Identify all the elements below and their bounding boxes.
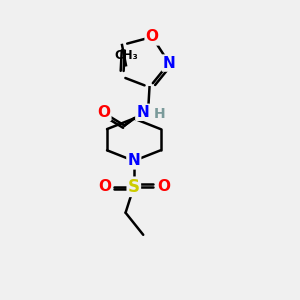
Text: N: N xyxy=(136,105,149,120)
Text: N: N xyxy=(128,153,140,168)
Text: O: O xyxy=(98,105,110,120)
Text: S: S xyxy=(128,178,140,196)
Text: O: O xyxy=(98,179,111,194)
Text: N: N xyxy=(163,56,176,70)
Text: O: O xyxy=(157,179,170,194)
Text: CH₃: CH₃ xyxy=(114,49,138,62)
Text: O: O xyxy=(146,29,159,44)
Text: H: H xyxy=(153,107,165,122)
